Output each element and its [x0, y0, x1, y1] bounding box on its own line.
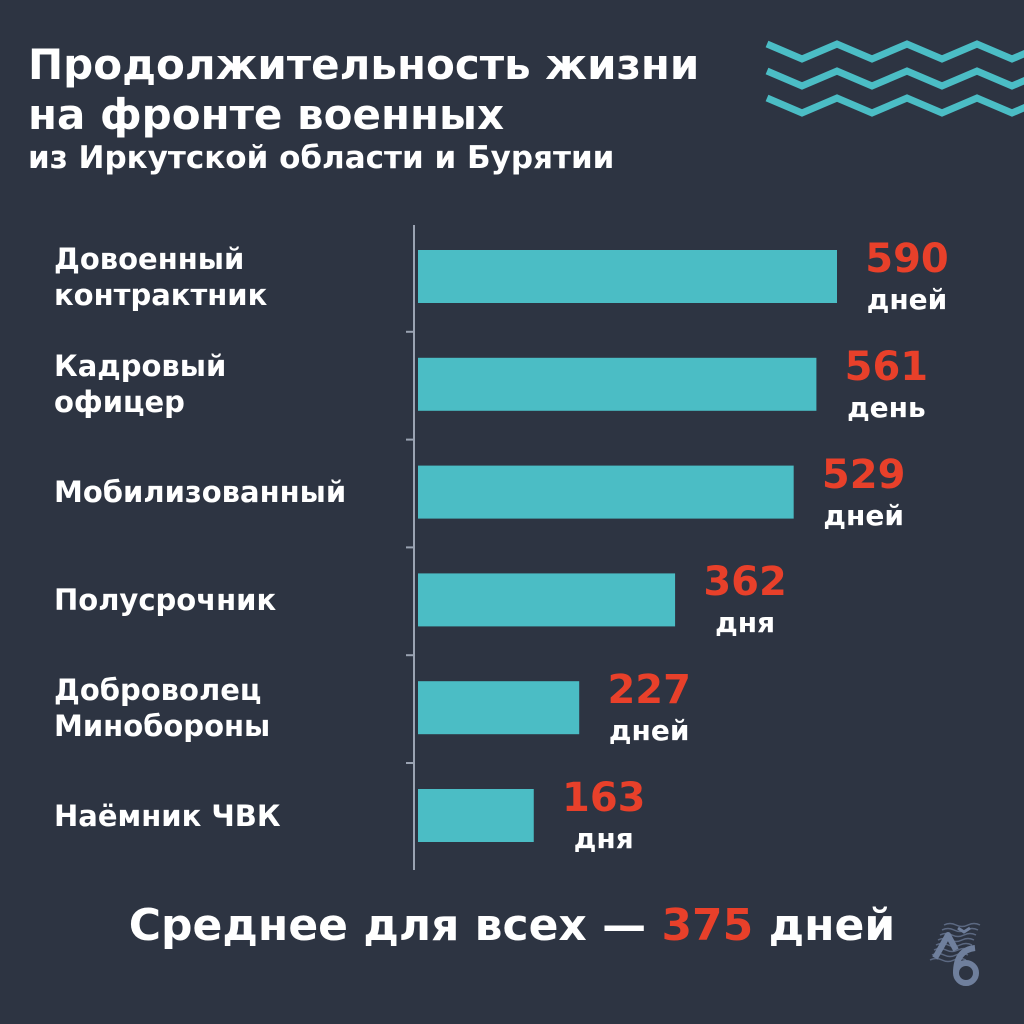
- title-line-1: Продолжительность жизни: [28, 40, 700, 89]
- category-label: Кадровый офицер: [54, 348, 226, 420]
- data-label: 529: [821, 451, 906, 498]
- category-label-line: Полусрочник: [54, 582, 277, 617]
- bar: [418, 573, 676, 627]
- data-label: 227: [607, 667, 691, 714]
- unit-label: дней: [866, 283, 948, 316]
- category-label: Полусрочник: [54, 582, 276, 618]
- category-label-line: офицер: [54, 385, 185, 420]
- unit-label: дней: [823, 498, 904, 532]
- bar: [418, 789, 534, 842]
- data-label: 590: [865, 236, 949, 282]
- zigzag-line: [765, 67, 1024, 90]
- category-label-line: Кадровый: [54, 349, 227, 384]
- category-label-line: Минобороны: [54, 708, 271, 743]
- category-label-line: Доброволец: [54, 672, 262, 707]
- unit-label: дней: [608, 714, 690, 748]
- footer-prefix: Среднее для всех —: [128, 900, 662, 951]
- category-label: Наёмник ЧВК: [54, 798, 281, 834]
- category-label-line: Мобилизованный: [54, 475, 347, 510]
- footer-suffix: дней: [753, 900, 896, 951]
- zigzag-line: [765, 94, 1024, 117]
- data-label: 362: [703, 559, 787, 606]
- footer-average-value: 375: [661, 900, 754, 951]
- category-label-line: Довоенный: [54, 241, 245, 276]
- title-line-2: на фронте военных: [28, 90, 505, 139]
- unit-label: дня: [573, 822, 634, 855]
- unit-label: дня: [715, 606, 776, 640]
- category-label: Довоенный контрактник: [54, 241, 267, 313]
- category-label-line: контрактник: [54, 277, 268, 312]
- zigzag-line: [765, 40, 1024, 63]
- category-label: Мобилизованный: [54, 474, 346, 510]
- data-label: 163: [562, 775, 646, 821]
- data-label: 561: [844, 343, 929, 390]
- bar: [418, 681, 580, 735]
- chart-subtitle: из Иркутской области и Бурятии: [28, 140, 615, 176]
- chart-title: Продолжительность жизни на фронте военны…: [28, 40, 699, 140]
- average-footer: Среднее для всех — 375 дней: [0, 900, 1024, 951]
- bar: [418, 250, 837, 303]
- category-label: Доброволец Минобороны: [54, 672, 270, 744]
- bar: [418, 465, 794, 519]
- unit-label: день: [847, 390, 926, 424]
- category-label-line: Наёмник ЧВК: [54, 798, 281, 833]
- bar: [418, 357, 817, 411]
- logo-icon: [929, 922, 981, 986]
